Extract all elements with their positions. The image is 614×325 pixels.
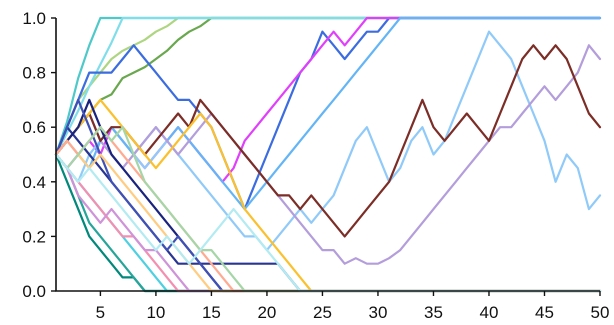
series-line-21 — [54, 126, 602, 293]
x-tick-label: 30 — [368, 303, 387, 322]
x-tick-label: 40 — [480, 303, 499, 322]
series-lines — [54, 16, 602, 293]
series-line-18 — [54, 153, 602, 293]
y-axis-ticks: 0.0 0.2 0.4 0.6 0.8 1.0 — [22, 9, 56, 301]
y-tick-label: 0.4 — [22, 173, 46, 192]
y-tick-label: 1.0 — [22, 9, 46, 28]
series-line-9 — [54, 44, 602, 265]
series-line-11 — [54, 98, 602, 293]
y-tick-label: 0.8 — [22, 64, 46, 83]
y-tick-label: 0.2 — [22, 227, 46, 246]
series-line-22 — [54, 126, 602, 293]
x-tick-label: 45 — [535, 303, 554, 322]
x-tick-label: 25 — [313, 303, 332, 322]
series-line-20 — [54, 139, 602, 293]
series-line-5 — [54, 16, 602, 211]
x-tick-label: 50 — [591, 303, 610, 322]
x-tick-label: 5 — [96, 303, 105, 322]
x-tick-label: 10 — [146, 303, 165, 322]
series-line-13 — [54, 98, 602, 293]
series-line-23 — [54, 153, 602, 293]
x-tick-label: 35 — [424, 303, 443, 322]
x-tick-label: 15 — [202, 303, 221, 322]
x-axis-ticks: 5 10 15 20 25 30 35 40 45 50 — [96, 291, 610, 322]
series-line-7 — [54, 30, 602, 252]
series-line-17 — [54, 153, 602, 293]
series-line-12 — [54, 126, 602, 293]
y-tick-label: 0.0 — [22, 282, 46, 301]
series-line-16 — [54, 153, 602, 293]
series-line-19 — [54, 153, 602, 293]
series-line-10 — [54, 44, 602, 238]
x-tick-label: 20 — [257, 303, 276, 322]
series-line-15 — [54, 153, 602, 293]
series-line-8 — [54, 16, 602, 211]
y-tick-label: 0.6 — [22, 118, 46, 137]
series-line-14 — [54, 98, 602, 293]
